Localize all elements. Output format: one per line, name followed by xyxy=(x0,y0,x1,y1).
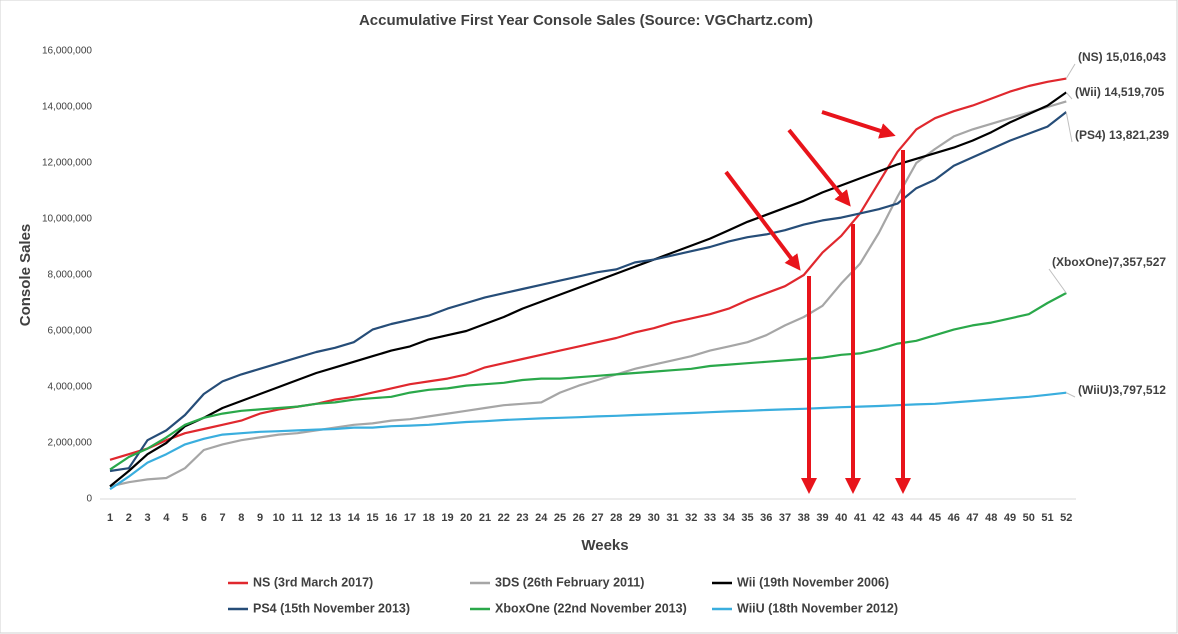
x-tick-label: 19 xyxy=(441,512,453,524)
annotation-arrows xyxy=(724,110,911,494)
data-label: (NS) 15,016,043 xyxy=(1078,50,1166,64)
x-tick-label: 5 xyxy=(182,512,188,524)
arrow xyxy=(787,128,851,207)
leader-line xyxy=(1065,111,1073,143)
x-tick-label: 12 xyxy=(310,512,322,524)
x-tick-label: 34 xyxy=(723,512,736,524)
legend-label: XboxOne (22nd November 2013) xyxy=(495,601,687,615)
series-line xyxy=(109,391,1067,491)
y-tick-label: 2,000,000 xyxy=(48,438,93,449)
x-tick-label: 33 xyxy=(704,512,716,524)
y-tick-label: 6,000,000 xyxy=(48,326,93,337)
x-tick-label: 52 xyxy=(1060,512,1072,524)
x-tick-label: 13 xyxy=(329,512,341,524)
x-tick-label: 32 xyxy=(685,512,697,524)
x-tick-label: 9 xyxy=(257,512,263,524)
x-tick-label: 42 xyxy=(873,512,885,524)
legend-label: NS (3rd March 2017) xyxy=(253,575,373,589)
x-tick-label: 40 xyxy=(835,512,847,524)
x-tick-label: 27 xyxy=(591,512,603,524)
legend-label: 3DS (26th February 2011) xyxy=(495,575,644,589)
x-tick-label: 2 xyxy=(126,512,132,524)
y-tick-label: 0 xyxy=(86,494,92,505)
data-label: (WiiU)3,797,512 xyxy=(1078,383,1166,397)
chart-title: Accumulative First Year Console Sales (S… xyxy=(359,12,813,29)
y-tick-label: 8,000,000 xyxy=(48,270,93,281)
leader-line xyxy=(1065,92,1073,100)
data-label: (Wii) 14,519,705 xyxy=(1075,85,1165,99)
x-tick-label: 14 xyxy=(348,512,361,524)
x-tick-label: 47 xyxy=(966,512,978,524)
x-tick-label: 7 xyxy=(219,512,225,524)
x-tick-label: 30 xyxy=(648,512,660,524)
x-tick-label: 26 xyxy=(573,512,585,524)
x-tick-label: 24 xyxy=(535,512,548,524)
x-tick-label: 16 xyxy=(385,512,397,524)
x-axis-title: Weeks xyxy=(581,537,628,554)
x-tick-label: 3 xyxy=(144,512,150,524)
x-tick-label: 17 xyxy=(404,512,416,524)
x-tick-label: 23 xyxy=(516,512,528,524)
x-tick-label: 8 xyxy=(238,512,244,524)
arrow xyxy=(821,110,896,139)
y-tick-label: 4,000,000 xyxy=(48,382,93,393)
legend-label: WiiU (18th November 2012) xyxy=(737,601,898,615)
data-label: (PS4) 13,821,239 xyxy=(1075,128,1169,142)
x-tick-label: 11 xyxy=(292,512,304,524)
data-label: (XboxOne)7,357,527 xyxy=(1052,255,1166,269)
x-tick-label: 6 xyxy=(201,512,207,524)
series-line xyxy=(109,77,1067,461)
x-tick-label: 48 xyxy=(985,512,997,524)
x-tick-label: 51 xyxy=(1041,512,1053,524)
x-tick-label: 43 xyxy=(891,512,903,524)
x-tick-label: 46 xyxy=(948,512,960,524)
y-tick-label: 10,000,000 xyxy=(42,214,92,225)
y-tick-label: 16,000,000 xyxy=(42,46,92,57)
x-tick-label: 10 xyxy=(273,512,285,524)
leader-line xyxy=(1065,63,1076,79)
x-tick-label: 22 xyxy=(498,512,510,524)
x-tick-label: 28 xyxy=(610,512,622,524)
x-tick-label: 49 xyxy=(1004,512,1016,524)
x-tick-label: 44 xyxy=(910,512,923,524)
y-tick-label: 14,000,000 xyxy=(42,102,92,113)
x-tick-label: 25 xyxy=(554,512,566,524)
x-tick-label: 18 xyxy=(423,512,435,524)
series-line xyxy=(109,100,1067,488)
x-tick-label: 35 xyxy=(741,512,753,524)
x-tick-label: 45 xyxy=(929,512,941,524)
x-tick-label: 50 xyxy=(1023,512,1035,524)
y-axis-title: Console Sales xyxy=(17,224,34,327)
x-tick-label: 20 xyxy=(460,512,472,524)
arrow xyxy=(724,170,801,271)
series-line xyxy=(109,91,1067,488)
series-line xyxy=(109,111,1067,473)
x-tick-label: 4 xyxy=(163,512,170,524)
legend-label: PS4 (15th November 2013) xyxy=(253,601,410,615)
series-line xyxy=(109,292,1067,471)
x-tick-label: 29 xyxy=(629,512,641,524)
x-tick-label: 31 xyxy=(666,512,678,524)
x-tick-label: 1 xyxy=(107,512,113,524)
x-tick-label: 15 xyxy=(366,512,378,524)
x-tick-label: 41 xyxy=(854,512,866,524)
leader-line xyxy=(1048,268,1067,294)
y-tick-label: 12,000,000 xyxy=(42,158,92,169)
leader-line xyxy=(1066,392,1076,398)
x-tick-label: 36 xyxy=(760,512,772,524)
x-tick-label: 21 xyxy=(479,512,491,524)
x-tick-label: 38 xyxy=(798,512,810,524)
legend-label: Wii (19th November 2006) xyxy=(737,575,889,589)
x-tick-label: 39 xyxy=(816,512,828,524)
x-tick-label: 37 xyxy=(779,512,791,524)
